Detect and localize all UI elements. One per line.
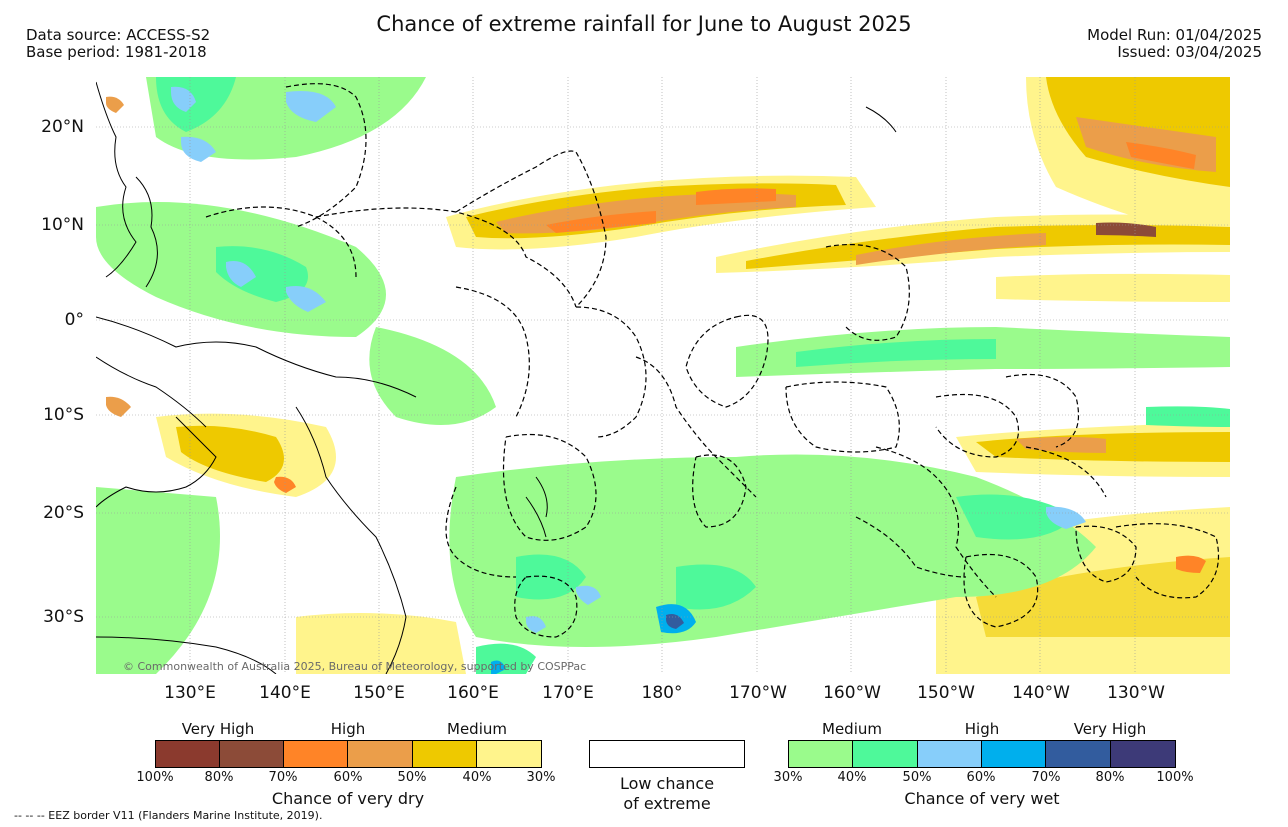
lon-label-170e: 170°E (542, 683, 594, 703)
lon-label-160w: 160°W (823, 683, 881, 703)
dry-legend-caption: Chance of very dry (271, 789, 425, 808)
wet-color-swatch (981, 741, 1047, 767)
wet-tick: 60% (966, 770, 996, 785)
wet-tick: 50% (902, 770, 932, 785)
dry-color-swatch (284, 741, 349, 767)
base-period-label: Base period: 1981-2018 (26, 43, 207, 61)
dry-color-swatch (220, 741, 285, 767)
dry-tick: 70% (268, 770, 298, 785)
data-source-label: Data source: ACCESS-S2 (26, 26, 211, 44)
eez-border-note: -- -- -- EEZ border V11 (Flanders Marine… (14, 809, 323, 822)
graticule (96, 77, 1230, 674)
lat-label-30s: 30°S (43, 607, 84, 627)
lat-label-equator: 0° (64, 310, 84, 330)
wet-color-swatch (917, 741, 982, 767)
map-canvas (96, 77, 1230, 674)
low-chance-swatch (589, 740, 745, 768)
lon-label-130e: 130°E (164, 683, 216, 703)
dry-tick: 30% (526, 770, 556, 785)
data-source-info: Data source: ACCESS-S2 Base period: 1981… (26, 27, 210, 61)
map-title: Chance of extreme rainfall for June to A… (376, 12, 912, 36)
dry-category-high: High (330, 720, 366, 738)
wet-tick: 100% (1156, 770, 1194, 785)
wet-color-swatch (1110, 741, 1175, 767)
low-chance-caption: Low chance of extreme (589, 774, 745, 814)
lon-label-160e: 160°E (447, 683, 499, 703)
rainfall-map (96, 77, 1230, 674)
low-chance-line1: Low chance (619, 774, 715, 793)
lon-label-170w: 170°W (729, 683, 787, 703)
dry-tick: 50% (397, 770, 427, 785)
wet-tick: 40% (837, 770, 867, 785)
wet-tick: 30% (773, 770, 803, 785)
dry-tick: 40% (462, 770, 492, 785)
dry-tick: 80% (204, 770, 234, 785)
lat-label-10n: 10°N (41, 215, 84, 235)
dry-color-swatch (156, 741, 221, 767)
wet-colorbar (788, 740, 1176, 768)
wet-color-swatch (853, 741, 918, 767)
lon-label-150w: 150°W (917, 683, 975, 703)
wet-color-swatch (789, 741, 854, 767)
lon-label-150e: 150°E (353, 683, 405, 703)
wet-category-high: High (964, 720, 1000, 738)
lon-label-130w: 130°W (1107, 683, 1165, 703)
wet-tick: 70% (1031, 770, 1061, 785)
wet-tick: 80% (1095, 770, 1125, 785)
wet-category-very-high: Very High (1073, 720, 1147, 738)
copyright-notice: © Commonwealth of Australia 2025, Bureau… (123, 660, 587, 673)
issued-label: Issued: 03/04/2025 (1117, 43, 1262, 61)
model-run-info: Model Run: 01/04/2025 Issued: 03/04/2025 (1087, 27, 1262, 61)
dry-tick: 60% (333, 770, 363, 785)
lon-label-140e: 140°E (259, 683, 311, 703)
wet-color-swatch (1046, 741, 1111, 767)
model-run-label: Model Run: 01/04/2025 (1087, 26, 1262, 44)
lat-label-20n: 20°N (41, 117, 84, 137)
lon-label-140w: 140°W (1012, 683, 1070, 703)
dry-category-very-high: Very High (181, 720, 255, 738)
coastlines (96, 81, 897, 674)
dry-region-north-pacific (446, 77, 1230, 302)
dry-colorbar (155, 740, 542, 768)
lon-label-180: 180° (641, 683, 683, 703)
wet-legend-caption: Chance of very wet (904, 789, 1060, 808)
dry-color-swatch (348, 741, 413, 767)
lat-label-10s: 10°S (43, 405, 84, 425)
low-chance-line2: of extreme (623, 794, 711, 813)
wet-category-medium: Medium (822, 720, 882, 738)
dry-tick: 100% (136, 770, 174, 785)
dry-color-swatch (476, 741, 541, 767)
lat-label-20s: 20°S (43, 503, 84, 523)
dry-category-medium: Medium (447, 720, 507, 738)
eez-borders (205, 83, 1220, 638)
dry-color-swatch (412, 741, 477, 767)
